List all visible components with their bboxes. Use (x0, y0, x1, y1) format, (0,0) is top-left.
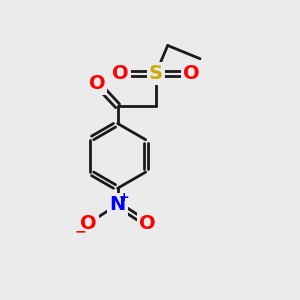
Text: +: + (119, 191, 129, 205)
Text: O: O (89, 74, 105, 93)
Text: S: S (149, 64, 163, 83)
Text: O: O (112, 64, 129, 83)
Text: O: O (183, 64, 200, 83)
Text: −: − (74, 225, 86, 239)
Text: N: N (110, 195, 126, 214)
Text: O: O (80, 214, 97, 233)
Text: O: O (139, 214, 155, 233)
